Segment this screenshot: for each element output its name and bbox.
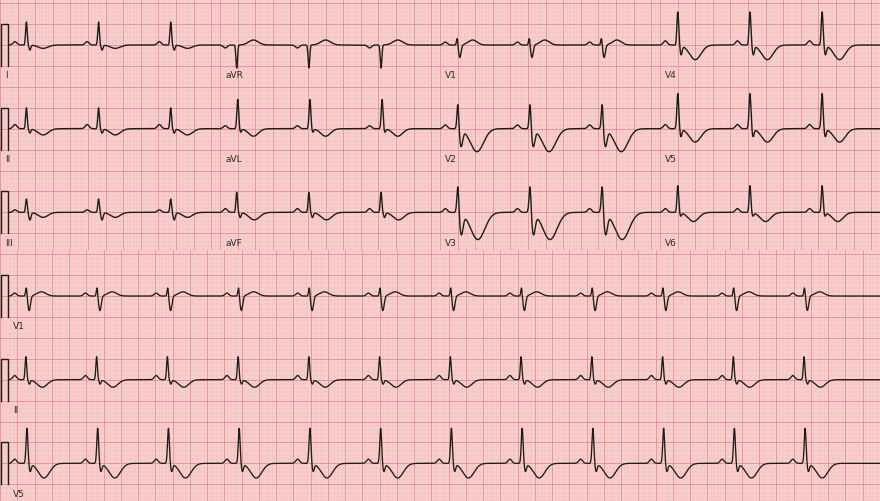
Text: V5: V5 [665,155,677,164]
Text: V1: V1 [445,71,457,80]
Text: II: II [13,405,18,414]
Text: III: III [5,238,13,247]
Text: I: I [5,71,8,80]
Text: V5: V5 [13,488,25,497]
Text: V3: V3 [445,238,457,247]
Text: aVL: aVL [225,155,242,164]
Text: aVR: aVR [225,71,243,80]
Text: V6: V6 [665,238,677,247]
Text: aVF: aVF [225,238,242,247]
Text: V1: V1 [13,322,25,331]
Text: II: II [5,155,11,164]
Text: V2: V2 [445,155,457,164]
Text: V4: V4 [665,71,677,80]
